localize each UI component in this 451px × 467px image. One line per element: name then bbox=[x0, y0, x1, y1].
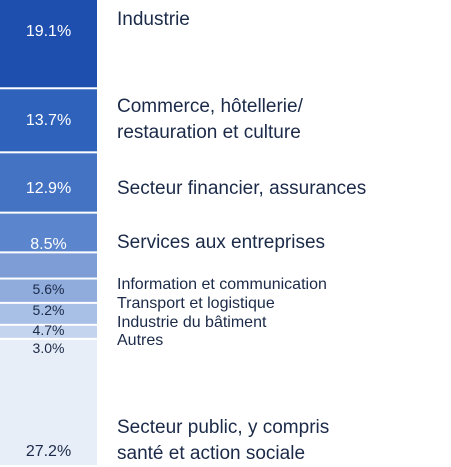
category-label: Autres bbox=[117, 332, 164, 349]
value-label: 19.1% bbox=[25, 23, 72, 40]
value-label: 13.7% bbox=[25, 112, 72, 129]
category-label: Secteur financier, assurances bbox=[117, 178, 367, 199]
value-label: 27.2% bbox=[25, 443, 72, 460]
value-label: 8.5% bbox=[30, 236, 67, 253]
category-label: Secteur public, y compris santé et actio… bbox=[117, 417, 330, 464]
category-label: Transport et logistique bbox=[117, 295, 275, 312]
bar-segment bbox=[0, 325, 97, 338]
bar-segment bbox=[0, 213, 97, 252]
category-label: Industrie du bâtiment bbox=[117, 314, 267, 331]
value-label: 5.6% bbox=[32, 281, 65, 297]
value-label: 12.9% bbox=[25, 180, 72, 197]
bar-segment bbox=[0, 0, 97, 88]
category-label: Commerce, hôtellerie/ restauration et cu… bbox=[117, 96, 303, 143]
bar-segment bbox=[0, 339, 97, 465]
bar-segment bbox=[0, 303, 97, 324]
category-label: Services aux entreprises bbox=[117, 232, 326, 253]
bar-segment bbox=[0, 253, 97, 278]
bar-segment bbox=[0, 153, 97, 212]
value-label: 4.7% bbox=[32, 322, 65, 338]
value-label: 3.0% bbox=[32, 340, 65, 356]
value-label: 5.2% bbox=[32, 302, 65, 318]
category-label: Information et communication bbox=[117, 276, 327, 293]
bar-segment bbox=[0, 279, 97, 302]
category-label: Industrie bbox=[117, 9, 190, 30]
bar-segment bbox=[0, 89, 97, 152]
